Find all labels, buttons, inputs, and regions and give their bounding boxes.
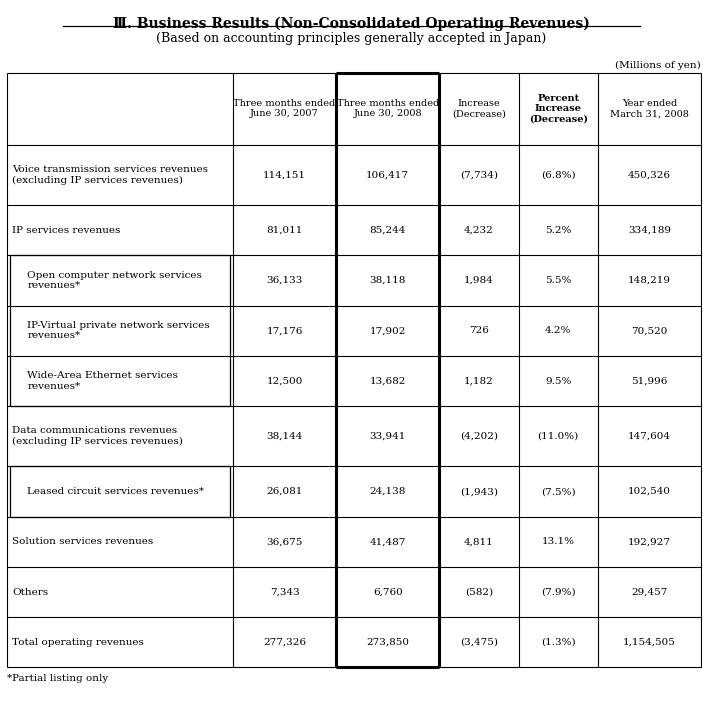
Text: Data communications revenues
(excluding IP services revenues): Data communications revenues (excluding …: [12, 427, 183, 446]
Text: 148,219: 148,219: [628, 276, 671, 285]
Text: 4,811: 4,811: [464, 537, 494, 546]
Text: 334,189: 334,189: [628, 226, 671, 234]
Text: Percent
Increase
(Decrease): Percent Increase (Decrease): [529, 94, 588, 124]
Text: Others: Others: [12, 588, 48, 596]
Text: Three months ended
June 30, 2007: Three months ended June 30, 2007: [233, 99, 336, 118]
Text: 4,232: 4,232: [464, 226, 494, 234]
Text: 36,675: 36,675: [266, 537, 303, 546]
Text: 24,138: 24,138: [370, 487, 406, 496]
Text: 7,343: 7,343: [270, 588, 299, 596]
Text: 147,604: 147,604: [628, 432, 671, 441]
Text: 13.1%: 13.1%: [541, 537, 574, 546]
Text: (582): (582): [465, 588, 493, 596]
Text: Open computer network services
revenues*: Open computer network services revenues*: [27, 271, 202, 290]
Text: 41,487: 41,487: [370, 537, 406, 546]
Text: Voice transmission services revenues
(excluding IP services revenues): Voice transmission services revenues (ex…: [12, 165, 208, 184]
Text: 29,457: 29,457: [631, 588, 668, 596]
Text: *Partial listing only: *Partial listing only: [7, 674, 108, 684]
Text: 726: 726: [469, 326, 489, 335]
Text: (11.0%): (11.0%): [538, 432, 579, 441]
Text: Year ended
March 31, 2008: Year ended March 31, 2008: [610, 99, 689, 118]
Text: 1,984: 1,984: [464, 276, 494, 285]
Text: 114,151: 114,151: [263, 170, 306, 180]
Text: 85,244: 85,244: [370, 226, 406, 234]
Text: 4.2%: 4.2%: [545, 326, 572, 335]
Text: 81,011: 81,011: [266, 226, 303, 234]
Text: Solution services revenues: Solution services revenues: [12, 537, 153, 546]
Text: 273,850: 273,850: [366, 638, 409, 647]
Text: 1,154,505: 1,154,505: [623, 638, 676, 647]
Text: 5.5%: 5.5%: [545, 276, 572, 285]
Text: 6,760: 6,760: [373, 588, 403, 596]
Text: IP services revenues: IP services revenues: [12, 226, 120, 234]
Text: (6.8%): (6.8%): [541, 170, 576, 180]
Text: (Based on accounting principles generally accepted in Japan): (Based on accounting principles generall…: [156, 32, 547, 44]
Text: Leased circuit services revenues*: Leased circuit services revenues*: [27, 487, 205, 496]
Text: (1.3%): (1.3%): [541, 638, 576, 647]
Text: 33,941: 33,941: [370, 432, 406, 441]
Text: 106,417: 106,417: [366, 170, 409, 180]
Text: 38,118: 38,118: [370, 276, 406, 285]
Text: IP-Virtual private network services
revenues*: IP-Virtual private network services reve…: [27, 321, 210, 341]
Text: (7.9%): (7.9%): [541, 588, 576, 596]
Text: 17,902: 17,902: [370, 326, 406, 335]
Text: 70,520: 70,520: [631, 326, 668, 335]
Text: (1,943): (1,943): [460, 487, 498, 496]
Text: 102,540: 102,540: [628, 487, 671, 496]
Text: 450,326: 450,326: [628, 170, 671, 180]
Text: 277,326: 277,326: [263, 638, 306, 647]
Text: (7.5%): (7.5%): [541, 487, 576, 496]
Text: 9.5%: 9.5%: [545, 377, 572, 386]
Text: (4,202): (4,202): [460, 432, 498, 441]
Text: 51,996: 51,996: [631, 377, 668, 386]
Text: Ⅲ. Business Results (Non-Consolidated Operating Revenues): Ⅲ. Business Results (Non-Consolidated Op…: [113, 16, 590, 30]
Text: 192,927: 192,927: [628, 537, 671, 546]
Text: (7,734): (7,734): [460, 170, 498, 180]
Text: (3,475): (3,475): [460, 638, 498, 647]
Text: 38,144: 38,144: [266, 432, 303, 441]
Text: Wide-Area Ethernet services
revenues*: Wide-Area Ethernet services revenues*: [27, 371, 179, 391]
Text: 26,081: 26,081: [266, 487, 303, 496]
Text: Total operating revenues: Total operating revenues: [12, 638, 144, 647]
Text: Three months ended
June 30, 2008: Three months ended June 30, 2008: [337, 99, 439, 118]
Text: 12,500: 12,500: [266, 377, 303, 386]
Text: 1,182: 1,182: [464, 377, 494, 386]
Text: 17,176: 17,176: [266, 326, 303, 335]
Text: 5.2%: 5.2%: [545, 226, 572, 234]
Text: 13,682: 13,682: [370, 377, 406, 386]
Text: (Millions of yen): (Millions of yen): [615, 61, 701, 70]
Text: Increase
(Decrease): Increase (Decrease): [452, 99, 505, 118]
Text: 36,133: 36,133: [266, 276, 303, 285]
